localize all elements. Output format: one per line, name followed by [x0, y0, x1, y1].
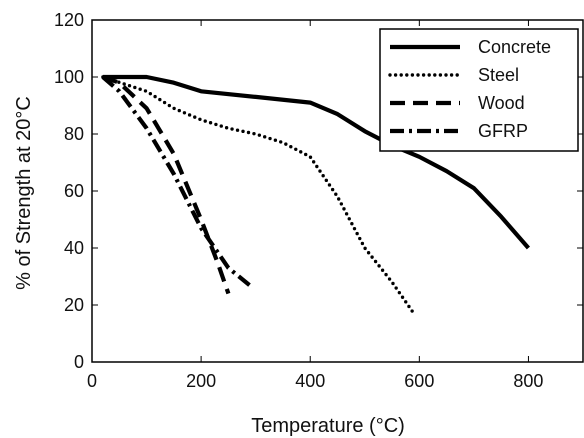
x-tick-label: 400: [295, 371, 325, 391]
y-tick-label: 80: [64, 124, 84, 144]
legend-label-concrete: Concrete: [478, 37, 551, 57]
y-axis-title: % of Strength at 20°C: [13, 96, 35, 290]
series-line-wood: [102, 75, 231, 295]
series-line-concrete: [102, 74, 530, 250]
legend-label-steel: Steel: [478, 65, 519, 85]
y-tick-label: 100: [54, 67, 84, 87]
x-tick-label: 200: [186, 371, 216, 391]
legend-label-wood: Wood: [478, 93, 525, 113]
y-tick-label: 120: [54, 10, 84, 30]
legend-label-gfrp: GFRP: [478, 121, 528, 141]
y-tick-label: 40: [64, 238, 84, 258]
y-tick-label: 60: [64, 181, 84, 201]
y-tick-label: 20: [64, 295, 84, 315]
x-axis-title: Temperature (°C): [251, 415, 405, 437]
x-tick-label: 800: [513, 371, 543, 391]
series-line-steel: [101, 75, 416, 316]
series-line-gfrp: [101, 75, 255, 290]
y-tick-label: 0: [74, 352, 84, 372]
x-tick-label: 600: [404, 371, 434, 391]
x-tick-label: 0: [87, 371, 97, 391]
legend-box: [379, 28, 579, 152]
